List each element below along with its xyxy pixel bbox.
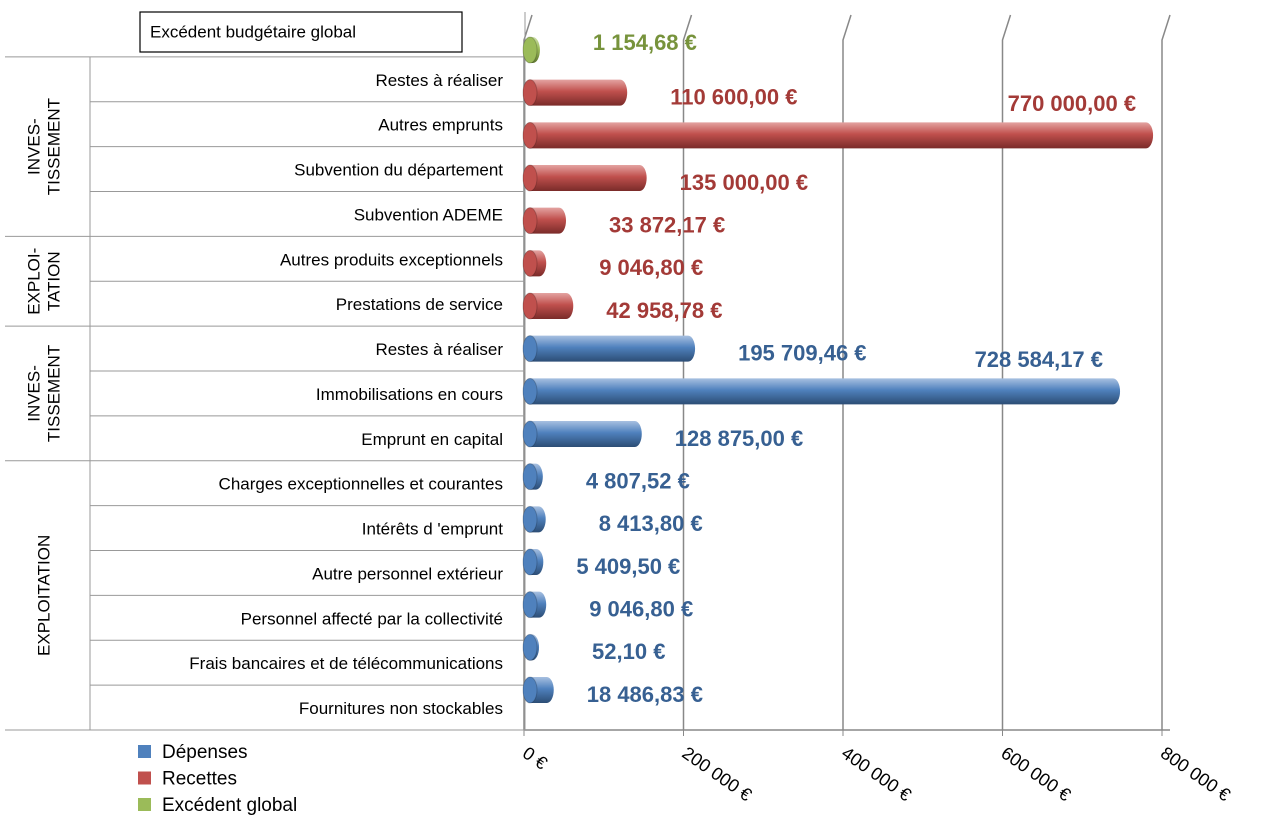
legend-swatch [138,798,151,811]
legend-swatch [138,745,151,758]
group-label: TISSEMENT [44,345,63,442]
bar [522,36,540,64]
bar-cap [522,505,538,533]
bar-cap [522,292,538,320]
bar [522,335,696,363]
bar-cap [522,335,538,363]
x-tick-label: 600 000 € [997,743,1074,805]
category-label: Autres produits exceptionnels [280,250,503,269]
group-label: TATION [44,251,63,311]
value-label: 195 709,46 € [738,340,866,365]
group-label: INVES- [24,118,43,175]
bar-cap [522,207,538,235]
category-label: Personnel affecté par la collectivité [241,609,503,628]
group-label: INVES- [24,365,43,422]
category-label: Intérêts d 'emprunt [362,520,503,539]
value-label: 1 154,68 € [593,30,697,55]
value-label: 728 584,17 € [975,347,1103,372]
category-label: Charges exceptionnelles et courantes [219,475,503,494]
x-tick-label: 0 € [519,743,551,774]
bar-body [523,335,696,362]
axis-line [523,14,533,730]
bar [522,633,540,661]
value-label: 135 000,00 € [680,170,808,195]
grid-line [842,14,852,730]
bar [522,249,547,277]
bar [522,121,1154,149]
category-label: Autres emprunts [378,116,503,135]
grid-line [682,14,693,730]
bar [522,420,642,448]
value-label: 128 875,00 € [675,426,803,451]
bar [522,548,544,576]
bar-cap [522,249,538,277]
grid-line [1001,14,1012,730]
legend-label: Dépenses [162,742,248,763]
bar [522,591,547,619]
value-label: 9 046,80 € [589,596,693,621]
value-label: 4 807,52 € [586,468,690,493]
bar-body [523,79,628,106]
bar-cap [522,463,538,491]
bar-cap [522,548,538,576]
bar [522,377,1121,405]
label-box [139,11,463,53]
bar [522,292,574,320]
grid-line [1161,14,1171,730]
bar-cap [522,633,538,661]
category-label: Subvention ADEME [354,205,503,224]
bar-cap [522,377,538,405]
bar [522,207,567,235]
value-label: 18 486,83 € [587,682,703,707]
category-label: Prestations de service [336,295,503,314]
value-label: 8 413,80 € [599,511,703,536]
x-tick-label: 400 000 € [838,743,915,805]
bar-cap [522,79,538,107]
category-label: Restes à réaliser [375,71,503,90]
category-label: Immobilisations en cours [316,385,503,404]
bar-cap [522,420,538,448]
bar-body [523,122,1154,149]
category-label: Fournitures non stockables [299,699,503,718]
x-tick-label: 200 000 € [678,743,755,805]
value-label: 52,10 € [592,639,665,664]
bar-cap [522,591,538,619]
bar [522,676,554,704]
bar-body [523,378,1121,405]
legend-label: Recettes [162,769,237,790]
bar [522,463,543,491]
bar-body [523,165,647,191]
category-label: Restes à réaliser [375,340,503,359]
category-label: Autre personnel extérieur [312,564,503,583]
bar [522,79,628,107]
value-label: 5 409,50 € [576,554,680,579]
bar-cap [522,676,538,704]
category-label: Excédent budgétaire global [150,22,356,41]
value-label: 770 000,00 € [1008,91,1136,116]
category-label: Frais bancaires et de télécommunications [189,654,503,673]
value-label: 33 872,17 € [609,212,725,237]
category-label: Emprunt en capital [361,430,503,449]
bar-body [523,421,642,447]
group-label: EXPLOI- [24,248,43,315]
category-label: Subvention du département [294,161,503,180]
bar-cap [522,121,538,149]
bar [522,164,647,192]
group-label: TISSEMENT [44,98,63,195]
bar [522,505,546,533]
legend-swatch [138,771,151,785]
group-label: EXPLOITATION [34,535,53,656]
x-tick-label: 800 000 € [1157,743,1234,805]
legend-label: Excédent global [162,795,297,816]
value-label: 110 600,00 € [670,84,797,109]
value-label: 42 958,78 € [606,298,722,323]
bar-cap [522,164,538,192]
bar-cap [522,36,538,64]
value-label: 9 046,80 € [599,255,703,280]
